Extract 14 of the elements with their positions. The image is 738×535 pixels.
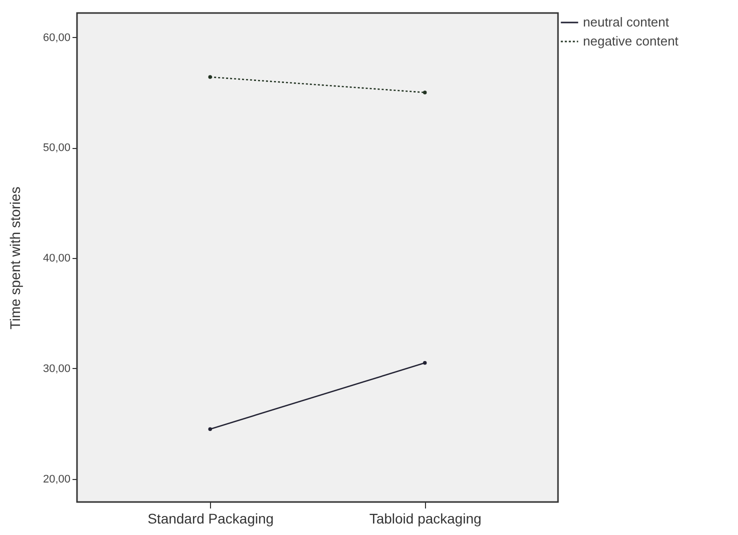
y-tick-label: 50,00	[42, 142, 70, 154]
x-tick-label: Tabloid packaging	[369, 510, 482, 526]
point	[422, 90, 427, 94]
y-tick-label: 20,00	[42, 473, 70, 486]
y-axis-title: Time spent with stories	[6, 186, 23, 330]
y-tick-label: 60,00	[42, 32, 70, 44]
y-tick-label: 40,00	[42, 252, 70, 265]
point	[208, 75, 212, 79]
legend-label: negative content	[583, 34, 679, 48]
point	[422, 361, 427, 365]
legend-label: neutral content	[583, 14, 670, 30]
x-tick-label: Standard Packaging	[148, 510, 274, 526]
point	[208, 427, 212, 432]
y-tick-label: 30,00	[42, 362, 70, 375]
